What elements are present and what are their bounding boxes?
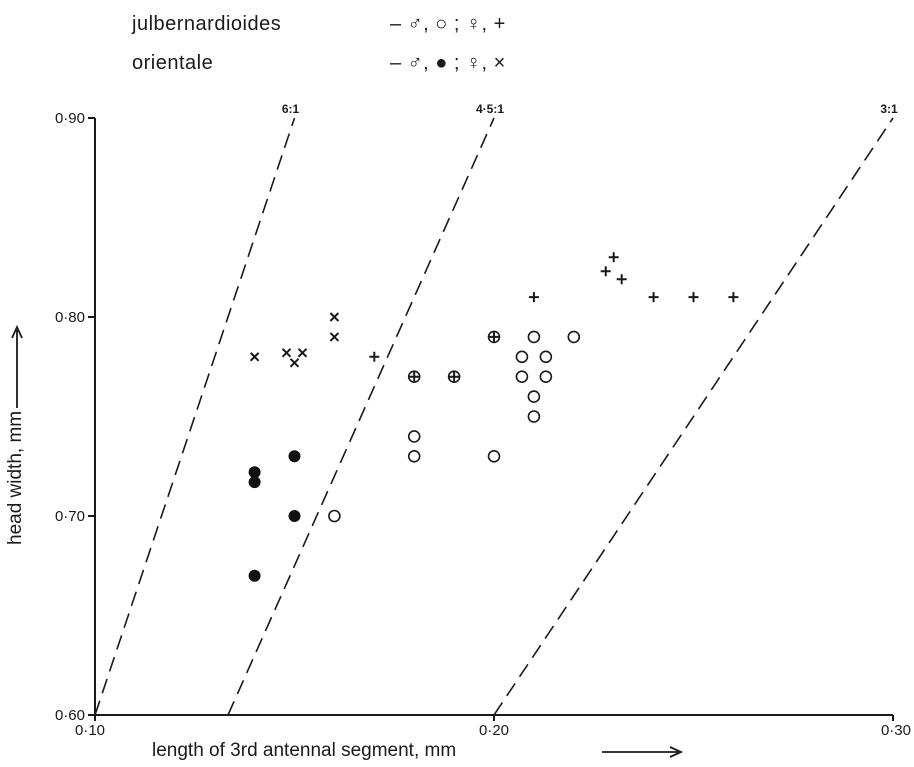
point-plus — [369, 351, 380, 362]
x-tick-label: 0·30 — [881, 722, 911, 739]
point-filled-circle — [248, 569, 261, 582]
point-filled-circle — [248, 476, 261, 489]
y-tick-label: 0·70 — [55, 508, 85, 525]
point-cross — [297, 348, 308, 358]
y-tick-label: 0·80 — [55, 309, 85, 326]
ratio-line-label: 4·5:1 — [476, 102, 504, 116]
point-filled-circle — [288, 450, 301, 463]
point-open-circle — [527, 390, 541, 403]
point-plus — [600, 266, 611, 277]
legend: julbernardioides – ♂, ○ ; ♀, + orientale… — [131, 13, 506, 74]
point-open-circle — [515, 350, 529, 364]
legend-row-2-name: orientale — [132, 52, 213, 74]
y-tick-label: 0·90 — [55, 110, 85, 127]
point-open-circle — [539, 370, 553, 384]
x-tick-label: 0·10 — [75, 722, 105, 739]
point-cross — [329, 332, 340, 342]
point-open-circle — [447, 370, 461, 384]
ratio-lines: 6:1 4·5:1 3:1 — [94, 102, 898, 716]
point-plus — [688, 292, 699, 303]
y-axis-title: head width, mm — [5, 411, 26, 545]
point-open-circle — [328, 509, 341, 523]
point-filled-circle — [288, 510, 301, 522]
x-tick-label: 0·20 — [479, 722, 509, 739]
legend-row-1-name: julbernardioides — [131, 13, 281, 35]
data-points — [248, 252, 739, 582]
point-open-circle — [527, 410, 541, 423]
point-plus — [449, 371, 460, 382]
point-cross — [281, 348, 292, 358]
y-tick-label: 0·60 — [55, 707, 85, 724]
ratio-line-label: 6:1 — [282, 102, 300, 116]
ratio-line — [227, 117, 495, 716]
point-open-circle — [515, 370, 529, 384]
legend-row-1-symbols: – ♂, ○ ; ♀, + — [390, 13, 506, 35]
point-open-circle — [407, 430, 421, 443]
ratio-line — [94, 117, 296, 716]
point-filled-circle — [248, 466, 261, 479]
point-plus — [528, 292, 539, 303]
point-open-circle — [539, 350, 553, 364]
y-axis-arrow — [11, 324, 23, 408]
legend-row-2-symbols: – ♂, ● ; ♀, × — [390, 52, 506, 74]
point-plus — [728, 292, 739, 303]
point-plus — [409, 371, 420, 382]
x-axis-arrow — [602, 746, 684, 758]
point-cross — [249, 352, 260, 362]
point-plus — [608, 252, 619, 263]
point-open-circle — [527, 330, 541, 344]
point-open-circle — [487, 449, 501, 463]
point-plus — [648, 292, 659, 303]
point-open-circle — [407, 449, 421, 463]
x-axis-title: length of 3rd antennal segment, mm — [152, 740, 456, 761]
point-cross — [289, 358, 300, 368]
point-plus — [489, 331, 499, 342]
ratio-line-label: 3:1 — [880, 102, 898, 116]
point-plus — [616, 274, 627, 285]
point-open-circle — [567, 330, 581, 344]
ratio-line — [493, 117, 894, 716]
point-open-circle — [407, 370, 421, 384]
point-cross — [329, 312, 340, 322]
point-open-circle — [487, 330, 501, 344]
ticks-layer: 0·60 0·70 0·80 0·90 0·10 0·20 0·30 — [55, 110, 911, 739]
